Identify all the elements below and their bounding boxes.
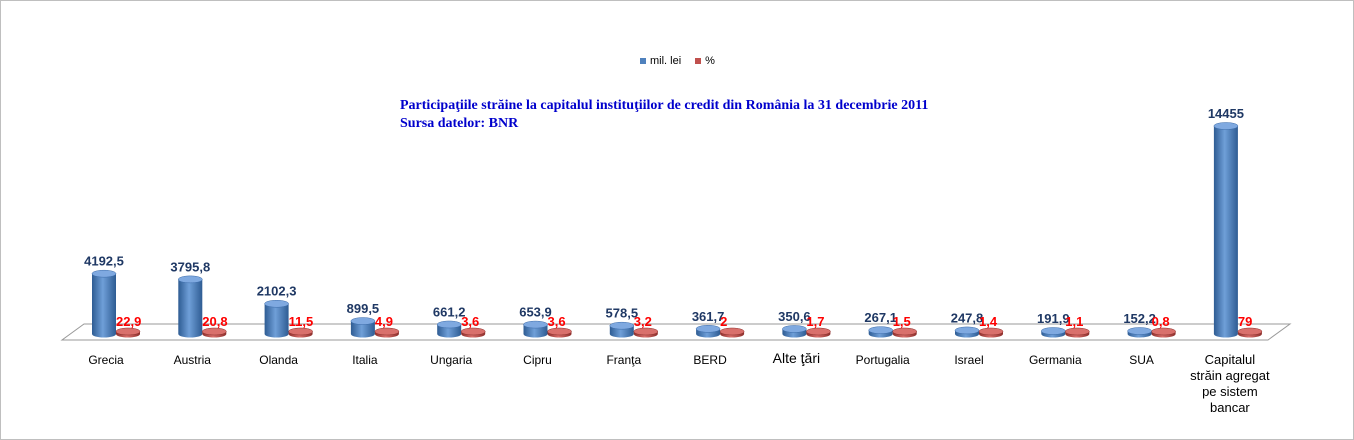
legend-item-mil-lei: mil. lei — [640, 55, 681, 67]
legend-item-pct: % — [695, 55, 715, 67]
bar-pct-top — [892, 327, 917, 336]
bar-pct-top — [1151, 327, 1176, 336]
bar-mil-lei-top — [782, 325, 807, 333]
legend: mil. lei % — [640, 55, 715, 67]
chart-floor — [60, 323, 1292, 341]
bar-mil-lei — [350, 321, 375, 338]
data-label-pct: 3,6 — [548, 314, 566, 329]
data-label-pct: 1,5 — [893, 314, 911, 329]
data-label-pct: 3,2 — [634, 314, 652, 329]
data-label-pct: 1,4 — [979, 314, 998, 329]
bar-mil-lei-top — [868, 326, 893, 334]
legend-swatch-pct — [695, 58, 702, 64]
data-label-mil-lei: 4192,5 — [84, 254, 124, 269]
bar-pct-top — [374, 327, 400, 336]
bar-mil-lei — [264, 303, 289, 338]
bar-pct-top — [719, 327, 745, 336]
bar-pct-top — [1237, 327, 1263, 336]
data-label-mil-lei: 2102,3 — [257, 284, 297, 299]
category-label: Grecia — [88, 353, 124, 367]
category-label: Ungaria — [430, 353, 473, 367]
legend-label-pct: % — [705, 55, 715, 67]
bar-mil-lei-top — [695, 325, 721, 333]
data-label-mil-lei: 191,9 — [1037, 311, 1070, 326]
category-label: BERD — [693, 353, 727, 367]
data-label-mil-lei: 152,2 — [1123, 311, 1156, 326]
bar-mil-lei-top — [1213, 122, 1239, 130]
data-label-pct: 11,5 — [289, 314, 314, 329]
bar-pct-top — [806, 327, 831, 336]
bar-pct-top — [633, 327, 659, 336]
bar-pct-top — [115, 327, 141, 336]
data-label-mil-lei: 661,2 — [433, 304, 466, 319]
data-label-mil-lei: 578,5 — [606, 306, 639, 321]
data-label-pct: 4,9 — [375, 314, 393, 329]
data-label-mil-lei: 653,9 — [519, 305, 552, 320]
bar-mil-lei — [1213, 126, 1238, 338]
data-label-pct: 3,6 — [461, 314, 479, 329]
chart-title-line1: Participaţiile străine la capitalul inst… — [400, 98, 929, 113]
data-label-pct: 79 — [1238, 314, 1252, 329]
category-label: Alte ţări — [772, 350, 821, 366]
bar-mil-lei-top — [264, 299, 289, 308]
chart-title: Participaţiile străine la capitalul inst… — [400, 97, 928, 133]
category-label: Capitalul străin agregat pe sistem banca… — [1190, 352, 1270, 415]
bar-mil-lei-top — [609, 321, 635, 330]
data-label-mil-lei: 14455 — [1208, 106, 1244, 121]
bar-mil-lei-top — [178, 275, 203, 284]
category-label: Austria — [173, 353, 211, 367]
data-label-pct: 20,8 — [202, 314, 227, 329]
data-label-mil-lei: 350,6 — [778, 309, 811, 324]
bar-pct-top — [547, 327, 572, 336]
legend-swatch-mil-lei — [640, 58, 646, 64]
category-label: Germania — [1028, 353, 1082, 367]
category-label: Olanda — [259, 353, 298, 367]
bar-mil-lei-top — [1127, 327, 1152, 335]
category-label: SUA — [1129, 353, 1154, 367]
data-label-mil-lei: 247,8 — [951, 310, 984, 325]
bar-mil-lei-top — [350, 317, 376, 325]
category-label: Cipru — [523, 353, 552, 367]
bar-pct-top — [202, 327, 227, 336]
data-label-mil-lei: 361,7 — [692, 309, 725, 324]
bar-mil-lei-top — [91, 269, 117, 278]
data-label-mil-lei: 267,1 — [864, 310, 897, 325]
data-label-mil-lei: 3795,8 — [170, 259, 210, 274]
data-label-pct: 2 — [720, 314, 727, 329]
bar-pct-top — [288, 327, 313, 336]
bar-mil-lei-top — [436, 320, 462, 329]
category-label: Italia — [352, 353, 378, 367]
data-label-pct: 22,9 — [116, 314, 141, 329]
category-label: Portugalia — [855, 353, 910, 367]
legend-label-mil-lei: mil. lei — [650, 55, 682, 67]
data-label-pct: 1,1 — [1065, 314, 1083, 329]
chart-subtitle: Sursa datelor: BNR — [400, 116, 519, 131]
bar-mil-lei-top — [954, 326, 980, 335]
bar-pct-top — [1065, 327, 1090, 336]
bar-mil-lei — [92, 273, 116, 338]
bar-mil-lei-top — [1041, 327, 1066, 335]
bar-pct-top — [460, 327, 486, 336]
bar-mil-lei — [178, 279, 203, 338]
bar-pct-top — [978, 327, 1004, 336]
data-label-mil-lei: 899,5 — [347, 301, 380, 316]
category-label: Israel — [954, 353, 984, 367]
data-label-pct: 0,8 — [1152, 314, 1170, 329]
data-label-pct: 1,7 — [806, 314, 824, 329]
category-label: Franţa — [606, 353, 642, 367]
bar-mil-lei-top — [523, 320, 548, 329]
